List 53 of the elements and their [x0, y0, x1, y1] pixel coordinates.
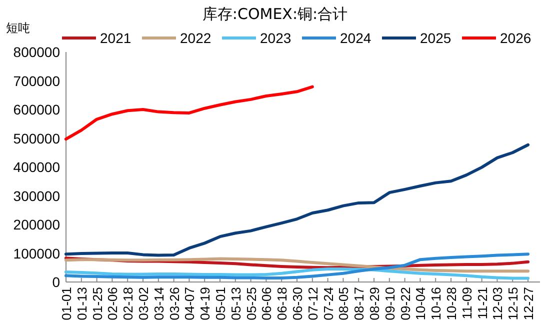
line-series: [64, 257, 530, 273]
legend-label: 2026: [500, 30, 532, 46]
line-series: [64, 268, 530, 280]
x-tick-label: 12-03: [490, 287, 506, 320]
legend-label: 2022: [180, 30, 212, 46]
legend-label: 2024: [340, 30, 372, 46]
x-tick-label: 08-05: [336, 287, 352, 320]
x-tick-label: 10-04: [413, 287, 428, 320]
x-tick-label: 04-19: [198, 287, 213, 320]
x-tick-label: 10-16: [428, 287, 444, 320]
y-tick-label: 500000: [13, 130, 60, 146]
x-tick-label: 11-09: [459, 287, 474, 320]
y-tick-label: 100000: [13, 245, 60, 262]
x-tick-label: 12-27: [521, 287, 536, 320]
x-tick-label: 06-18: [274, 287, 290, 320]
y-tick-label: 700000: [13, 72, 60, 89]
y-tick-label: 200000: [13, 216, 60, 232]
x-tick-label: 04-07: [182, 287, 198, 320]
x-tick-label: 02-06: [105, 287, 120, 320]
x-tick-label: 02-18: [120, 287, 136, 320]
x-tick-label: 07-24: [320, 287, 336, 320]
x-tick-label: 11-21: [474, 287, 490, 320]
x-tick-label: 06-06: [259, 287, 274, 320]
x-tick-label: 01-01: [59, 287, 74, 320]
x-tick-label: 08-29: [367, 287, 382, 320]
x-tick-label: 12-15: [506, 287, 521, 320]
y-tick-label: 400000: [13, 159, 60, 175]
x-tick-label: 03-14: [151, 287, 166, 320]
y-tick-label: 600000: [13, 102, 60, 118]
x-tick-label: 09-10: [382, 287, 398, 320]
y-tick-label: 300000: [13, 188, 60, 204]
x-tick-label: 05-13: [228, 287, 244, 320]
legend-label: 2023: [260, 30, 292, 46]
y-tick-label: 0: [52, 274, 60, 290]
x-tick-label: 01-25: [90, 287, 105, 320]
x-tick-label: 08-17: [352, 287, 367, 320]
x-tick-label: 01-13: [74, 287, 90, 320]
x-tick-label: 10-28: [444, 287, 459, 320]
x-tick-label: 09-22: [398, 287, 413, 320]
y-tick-label: 800000: [13, 44, 60, 60]
y-axis-title: 短吨: [6, 21, 30, 35]
legend-label: 2025: [420, 30, 452, 46]
line-series: [64, 143, 530, 257]
x-tick-label: 07-12: [305, 287, 320, 320]
x-tick-label: 05-01: [213, 287, 228, 320]
line-series: [64, 252, 530, 280]
x-tick-label: 03-02: [136, 287, 151, 320]
x-tick-label: 05-25: [244, 287, 259, 320]
chart-title: 库存:COMEX:铜:合计: [202, 5, 348, 23]
x-tick-label: 03-26: [166, 287, 182, 320]
x-tick-label: 06-30: [290, 287, 305, 320]
line-series: [64, 85, 314, 141]
legend-label: 2021: [100, 30, 132, 46]
